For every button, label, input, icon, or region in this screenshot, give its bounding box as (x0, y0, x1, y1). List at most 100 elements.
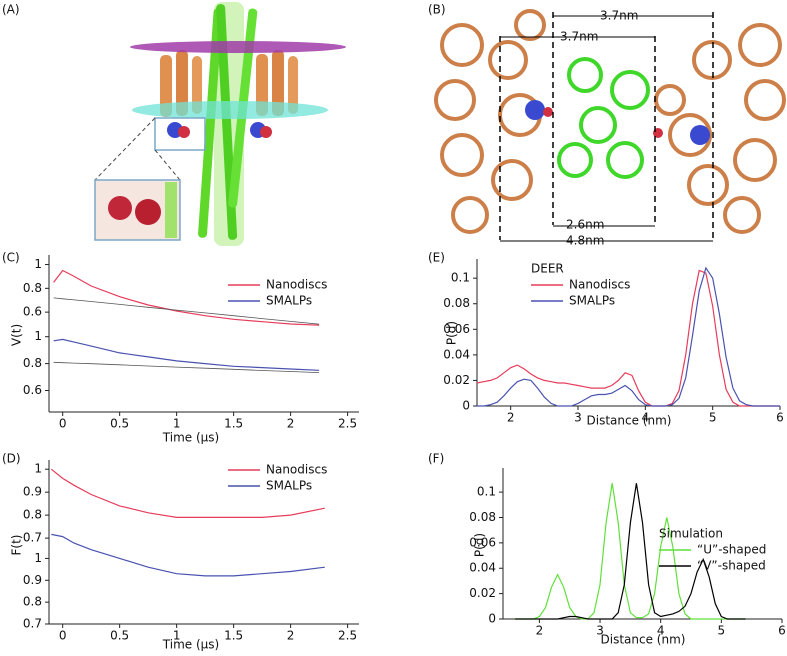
x-tick-label: 5 (709, 411, 717, 425)
y-tick-label: 0.6 (23, 305, 42, 319)
shape (687, 164, 729, 206)
shape (733, 138, 777, 182)
shape (256, 54, 268, 116)
shape (178, 126, 190, 138)
panel-label: (B) (428, 3, 446, 17)
shape (579, 106, 617, 144)
shape (723, 196, 761, 234)
y-tick-label: 0.8 (23, 595, 42, 609)
shape (557, 57, 650, 179)
distance-label: 3.7nm (560, 30, 598, 44)
shape (514, 9, 546, 41)
panel-label: (F) (428, 452, 444, 466)
x-tick-label: 2 (287, 417, 295, 431)
shape (440, 23, 484, 67)
x-tick-label: 2 (507, 411, 515, 425)
x-tick-label: 5 (718, 624, 726, 638)
data-line (53, 361, 320, 373)
shape (606, 141, 644, 179)
panel-label: (E) (428, 251, 445, 265)
y-tick-label: 0.04 (443, 347, 470, 361)
legend-label: “U”-shaped (697, 543, 766, 557)
shape (135, 199, 161, 225)
data-line (51, 533, 325, 577)
shape (543, 107, 553, 117)
y-tick-label: 1 (34, 551, 42, 565)
legend-label: “V”-shaped (697, 559, 766, 573)
shape (192, 56, 202, 114)
x-tick-label: 4 (642, 411, 650, 425)
data-line (476, 269, 780, 407)
y-tick-label: 0 (488, 612, 496, 626)
shape (525, 100, 545, 120)
data-line (53, 338, 320, 371)
x-tick-label: 6 (778, 624, 786, 638)
y-tick-label: 0 (462, 399, 470, 413)
legend-label: SMALPs (266, 479, 312, 493)
y-tick-label: 0.7 (23, 617, 42, 631)
shape (525, 100, 710, 145)
data-line (515, 483, 746, 620)
shape (260, 126, 272, 138)
panel-label: (C) (2, 251, 20, 265)
y-tick-label: 0.08 (443, 296, 470, 310)
panel-label: (A) (2, 3, 20, 17)
y-tick-label: 0.04 (469, 561, 496, 575)
x-axis-label: Time (μs) (162, 638, 219, 652)
y-tick-label: 0.1 (477, 485, 496, 499)
x-axis-label: Time (μs) (162, 431, 219, 445)
shape (198, 8, 223, 238)
shape (160, 55, 172, 117)
distance-label: 4.8nm (566, 234, 604, 248)
x-tick-label: 0 (59, 417, 67, 431)
y-tick-label: 0.7 (23, 531, 42, 545)
shape (654, 84, 686, 116)
shape (272, 50, 284, 116)
y-tick-label: 1 (34, 257, 42, 271)
shape (130, 41, 346, 53)
shape (744, 79, 786, 121)
shape (491, 159, 533, 201)
x-tick-label: 1.5 (224, 417, 243, 431)
legend-label: Nanodiscs (266, 463, 327, 477)
x-tick-label: 0.5 (110, 629, 129, 643)
y-tick-label: 0.8 (23, 508, 42, 522)
y-tick-label: 1 (34, 462, 42, 476)
y-tick-label: 0.1 (451, 271, 470, 285)
x-tick-label: 4 (657, 624, 665, 638)
shape (557, 142, 593, 178)
data-line (50, 468, 325, 518)
top-view-image (434, 9, 786, 242)
x-tick-label: 2.5 (338, 629, 357, 643)
data-line (53, 269, 320, 326)
y-tick-label: 0.9 (23, 485, 42, 499)
shape (690, 125, 710, 145)
x-tick-label: 2 (287, 629, 295, 643)
shape (176, 50, 188, 116)
y-axis-label: P(d) (445, 321, 459, 345)
x-tick-label: 0 (59, 629, 67, 643)
distance-label: 2.6nm (566, 218, 604, 232)
shape (451, 196, 489, 234)
shape (500, 15, 713, 242)
shape (440, 133, 484, 177)
y-tick-label: 1 (34, 329, 42, 343)
shape (94, 117, 156, 181)
shape (692, 40, 732, 80)
y-tick-label: 0.06 (443, 322, 470, 336)
y-tick-label: 0.06 (469, 535, 496, 549)
shape (499, 12, 714, 240)
legend-label: Nanodiscs (569, 278, 630, 292)
y-tick-label: 0.02 (469, 586, 496, 600)
shape (165, 182, 177, 238)
shape (434, 79, 476, 121)
legend-label: SMALPs (569, 294, 615, 308)
distance-label: 3.7nm (600, 9, 638, 23)
shape (610, 70, 650, 110)
x-tick-label: 6 (776, 411, 784, 425)
membrane-image (94, 2, 346, 246)
shape (132, 101, 328, 119)
panel-label: (D) (2, 452, 21, 466)
